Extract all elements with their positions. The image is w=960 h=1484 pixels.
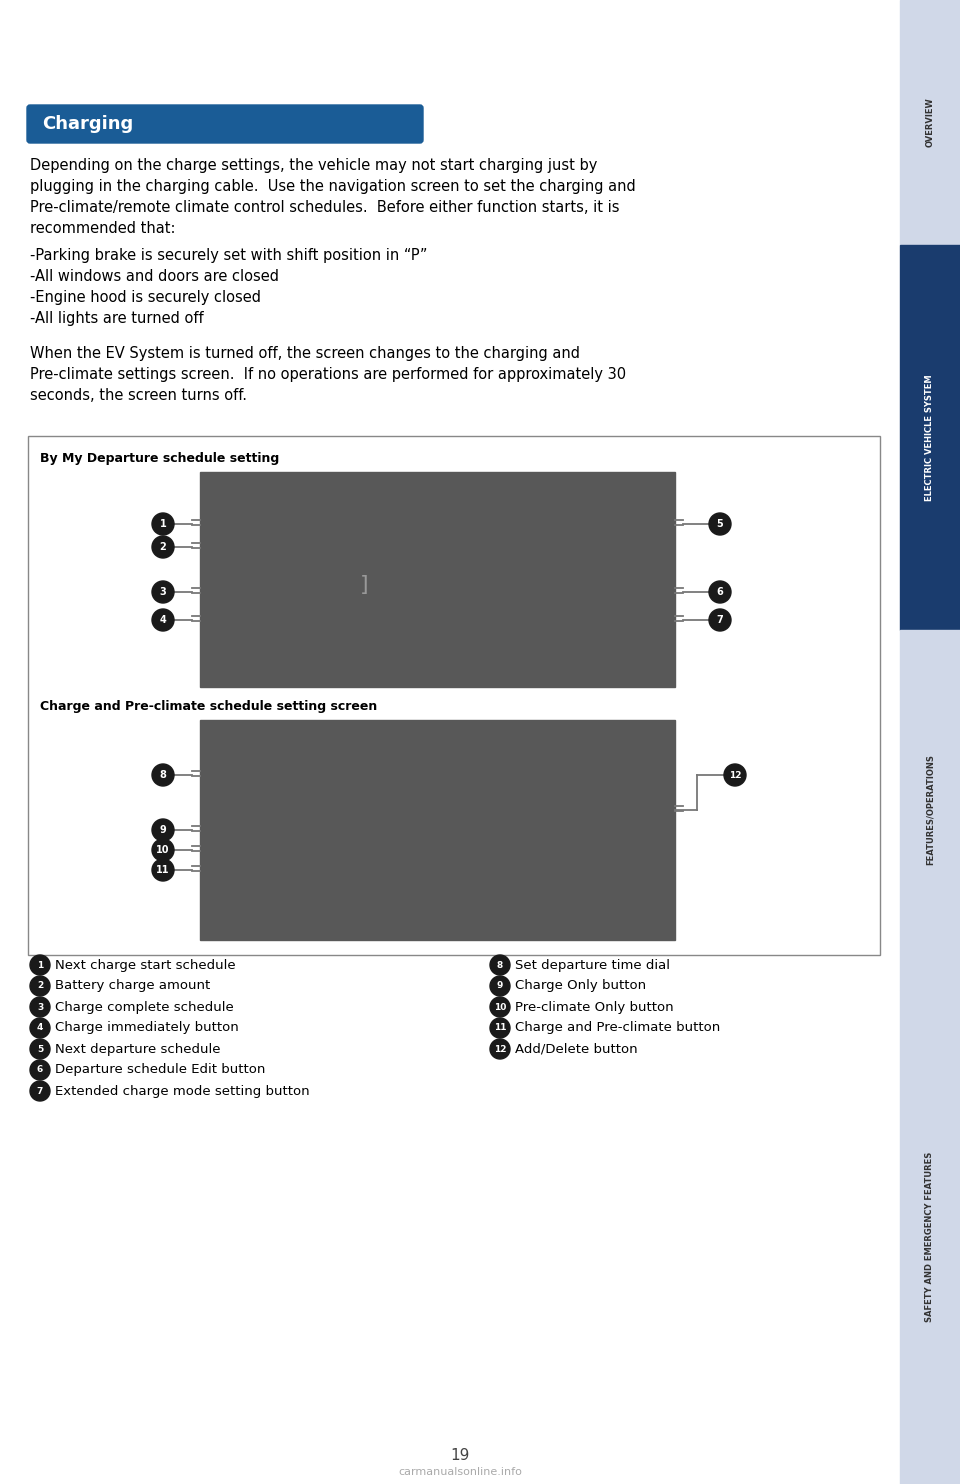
Text: Pre-climate Only button: Pre-climate Only button (515, 1000, 674, 1014)
Circle shape (152, 764, 174, 787)
Bar (900, 0, 960, 245)
Text: Pre-climate/remote climate control schedules.  Before either function starts, it: Pre-climate/remote climate control sched… (30, 200, 619, 215)
Text: ELECTRIC VEHICLE SYSTEM: ELECTRIC VEHICLE SYSTEM (925, 374, 934, 500)
Text: 6: 6 (716, 588, 724, 597)
Text: Battery charge amount: Battery charge amount (55, 979, 210, 993)
Circle shape (30, 997, 50, 1017)
Circle shape (152, 838, 174, 861)
Circle shape (30, 976, 50, 996)
Text: 1: 1 (159, 519, 166, 528)
Circle shape (30, 1060, 50, 1080)
Circle shape (152, 608, 174, 631)
Circle shape (490, 976, 510, 996)
Text: 7: 7 (716, 614, 724, 625)
Text: seconds, the screen turns off.: seconds, the screen turns off. (30, 387, 247, 404)
Circle shape (709, 608, 731, 631)
Text: 4: 4 (159, 614, 166, 625)
Text: 9: 9 (497, 981, 503, 990)
Text: recommended that:: recommended that: (30, 221, 176, 236)
Bar (900, 631, 960, 990)
Text: -All lights are turned off: -All lights are turned off (30, 312, 204, 326)
Text: When the EV System is turned off, the screen changes to the charging and: When the EV System is turned off, the sc… (30, 346, 580, 361)
Bar (200, 720, 675, 939)
Circle shape (152, 859, 174, 881)
Text: SAFETY AND EMERGENCY FEATURES: SAFETY AND EMERGENCY FEATURES (925, 1152, 934, 1322)
Text: Departure schedule Edit button: Departure schedule Edit button (55, 1064, 265, 1076)
Text: Depending on the charge settings, the vehicle may not start charging just by: Depending on the charge settings, the ve… (30, 157, 597, 174)
Text: 8: 8 (497, 960, 503, 969)
Circle shape (30, 1039, 50, 1060)
Text: 9: 9 (159, 825, 166, 835)
Text: Charge Only button: Charge Only button (515, 979, 646, 993)
Circle shape (152, 819, 174, 841)
Circle shape (709, 513, 731, 536)
Circle shape (152, 582, 174, 603)
Text: -All windows and doors are closed: -All windows and doors are closed (30, 269, 279, 283)
Circle shape (30, 1018, 50, 1037)
Circle shape (709, 582, 731, 603)
Text: 4: 4 (36, 1024, 43, 1033)
Text: Add/Delete button: Add/Delete button (515, 1042, 637, 1055)
Bar (200, 472, 675, 687)
Text: 11: 11 (156, 865, 170, 876)
Text: Charge and Pre-climate schedule setting screen: Charge and Pre-climate schedule setting … (40, 700, 377, 712)
Circle shape (490, 1018, 510, 1037)
Text: OVERVIEW: OVERVIEW (925, 98, 934, 147)
Circle shape (30, 956, 50, 975)
Text: By My Departure schedule setting: By My Departure schedule setting (40, 453, 279, 464)
Text: 1: 1 (36, 960, 43, 969)
Text: Next departure schedule: Next departure schedule (55, 1042, 221, 1055)
Text: 3: 3 (36, 1003, 43, 1012)
Circle shape (152, 536, 174, 558)
Text: Charging: Charging (42, 114, 133, 134)
Text: 8: 8 (159, 770, 166, 781)
Text: 6: 6 (36, 1066, 43, 1074)
Text: FEATURES/OPERATIONS: FEATURES/OPERATIONS (925, 754, 934, 865)
Text: 5: 5 (716, 519, 724, 528)
Circle shape (490, 956, 510, 975)
Text: Pre-climate settings screen.  If no operations are performed for approximately 3: Pre-climate settings screen. If no opera… (30, 367, 626, 381)
Text: 12: 12 (493, 1045, 506, 1054)
Text: ]: ] (360, 574, 369, 595)
Text: 10: 10 (493, 1003, 506, 1012)
Circle shape (724, 764, 746, 787)
Text: Charge complete schedule: Charge complete schedule (55, 1000, 233, 1014)
Circle shape (152, 513, 174, 536)
Text: 12: 12 (729, 770, 741, 779)
Circle shape (30, 1080, 50, 1101)
Text: Next charge start schedule: Next charge start schedule (55, 959, 235, 972)
Text: 19: 19 (450, 1447, 469, 1463)
Circle shape (490, 1039, 510, 1060)
Text: -Engine hood is securely closed: -Engine hood is securely closed (30, 289, 261, 306)
Bar (28, 436, 880, 956)
Text: Charge immediately button: Charge immediately button (55, 1021, 239, 1034)
Text: Charge and Pre-climate button: Charge and Pre-climate button (515, 1021, 720, 1034)
Text: carmanualsonline.info: carmanualsonline.info (398, 1468, 522, 1477)
Bar (900, 245, 960, 631)
Text: plugging in the charging cable.  Use the navigation screen to set the charging a: plugging in the charging cable. Use the … (30, 180, 636, 194)
Text: 11: 11 (493, 1024, 506, 1033)
Text: 3: 3 (159, 588, 166, 597)
Text: Set departure time dial: Set departure time dial (515, 959, 670, 972)
Text: 7: 7 (36, 1086, 43, 1095)
Text: 2: 2 (36, 981, 43, 990)
Bar (900, 990, 960, 1484)
Text: 5: 5 (36, 1045, 43, 1054)
Text: Extended charge mode setting button: Extended charge mode setting button (55, 1085, 310, 1098)
Text: -Parking brake is securely set with shift position in “P”: -Parking brake is securely set with shif… (30, 248, 427, 263)
Text: 2: 2 (159, 542, 166, 552)
Circle shape (490, 997, 510, 1017)
Text: 10: 10 (156, 844, 170, 855)
FancyBboxPatch shape (27, 105, 423, 142)
